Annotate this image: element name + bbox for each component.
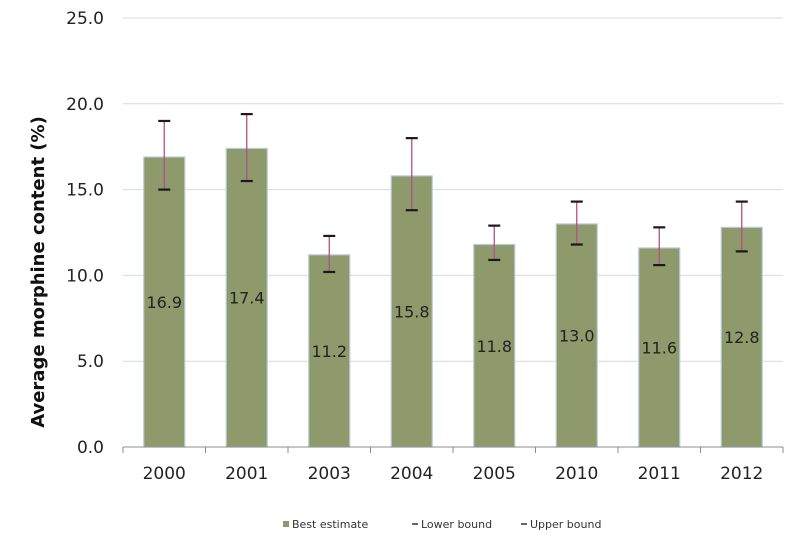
y-axis-ticks: 0.0 5.0 10.0 15.0 20.0 25.0 bbox=[66, 9, 104, 458]
y-tick-label: 20.0 bbox=[66, 95, 104, 115]
data-label-2003: 11.2 bbox=[311, 342, 347, 361]
legend-label-upper-bound: Upper bound bbox=[530, 518, 601, 531]
x-tick-label-2004: 2004 bbox=[390, 464, 433, 484]
error-bars bbox=[158, 112, 748, 274]
data-label-2010: 13.0 bbox=[559, 326, 595, 345]
data-label-2000: 16.9 bbox=[146, 293, 182, 312]
x-tick-label-2000: 2000 bbox=[143, 464, 186, 484]
legend-swatch-best-estimate bbox=[283, 521, 289, 527]
x-tick-label-2005: 2005 bbox=[473, 464, 516, 484]
x-tick-label-2010: 2010 bbox=[555, 464, 598, 484]
y-tick-label: 25.0 bbox=[66, 9, 104, 29]
data-label-2005: 11.8 bbox=[476, 337, 512, 356]
data-labels: 16.9 17.4 11.2 15.8 11.8 13.0 11.6 12.8 bbox=[146, 289, 759, 361]
y-axis-title: Average morphine content (%) bbox=[28, 116, 49, 428]
bars bbox=[143, 147, 763, 448]
bar-2012 bbox=[720, 226, 763, 448]
legend-label-best-estimate: Best estimate bbox=[292, 518, 368, 531]
x-axis-ticks: 2000 2001 2003 2004 2005 2010 2011 2012 bbox=[122, 447, 784, 484]
x-tick-label-2003: 2003 bbox=[308, 464, 351, 484]
data-label-2001: 17.4 bbox=[229, 289, 265, 308]
legend: Best estimate Lower bound Upper bound bbox=[283, 518, 601, 531]
x-tick-label-2001: 2001 bbox=[225, 464, 268, 484]
y-tick-label: 5.0 bbox=[77, 352, 104, 372]
y-tick-label: 15.0 bbox=[66, 181, 104, 201]
y-tick-label: 0.0 bbox=[77, 438, 104, 458]
y-tick-label: 10.0 bbox=[66, 266, 104, 286]
legend-label-lower-bound: Lower bound bbox=[421, 518, 492, 531]
x-tick-label-2012: 2012 bbox=[720, 464, 763, 484]
gridlines bbox=[123, 17, 783, 362]
data-label-2012: 12.8 bbox=[724, 328, 760, 347]
bar-2011 bbox=[638, 247, 681, 448]
bar-2000 bbox=[143, 156, 186, 448]
x-tick-label-2011: 2011 bbox=[638, 464, 681, 484]
data-label-2004: 15.8 bbox=[394, 302, 430, 321]
data-label-2011: 11.6 bbox=[641, 338, 677, 357]
